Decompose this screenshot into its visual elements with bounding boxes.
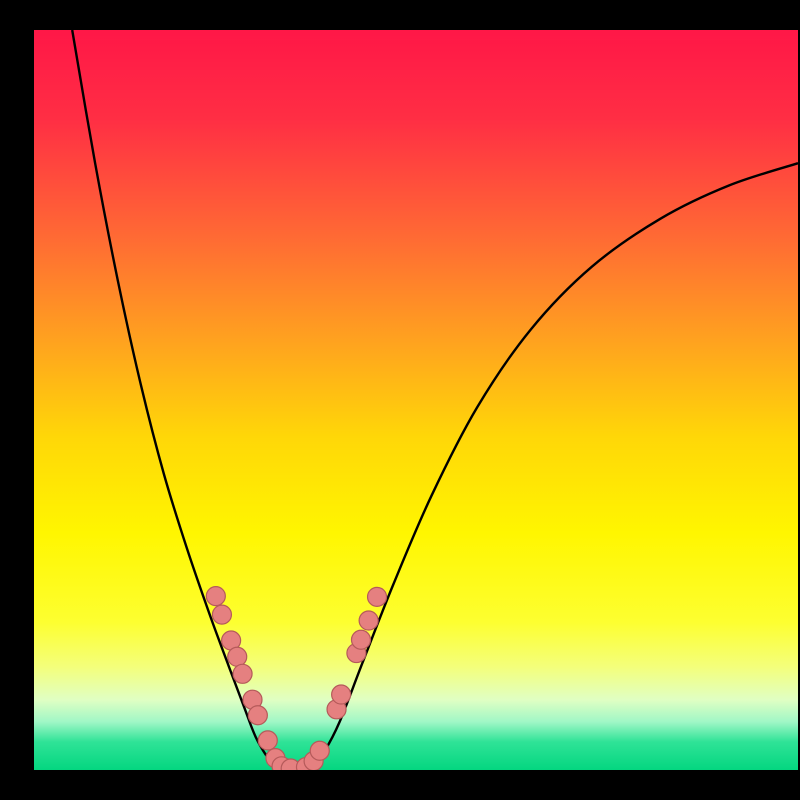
- bottleneck-curve: [72, 30, 798, 771]
- data-marker: [206, 587, 225, 606]
- data-marker: [359, 611, 378, 630]
- v-curve-chart: [0, 0, 800, 800]
- data-marker: [332, 685, 351, 704]
- frame-bottom: [0, 770, 800, 800]
- data-marker: [351, 630, 370, 649]
- data-marker: [310, 741, 329, 760]
- frame-left: [0, 0, 34, 800]
- data-marker: [228, 647, 247, 666]
- frame-top: [0, 0, 800, 30]
- data-marker: [248, 706, 267, 725]
- data-marker: [258, 731, 277, 750]
- data-marker: [212, 605, 231, 624]
- data-marker: [233, 664, 252, 683]
- data-marker: [368, 587, 387, 606]
